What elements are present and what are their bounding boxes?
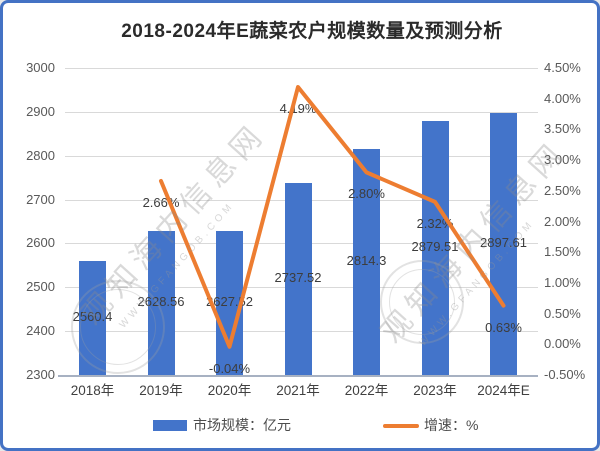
growth-line-layer bbox=[159, 85, 506, 349]
y-axis-tick-right: 3.50% bbox=[544, 121, 581, 137]
y-axis-tick-right: 0.00% bbox=[544, 336, 581, 352]
y-axis-tick-right: 4.00% bbox=[544, 90, 581, 106]
x-axis-label-2019年: 2019年 bbox=[139, 383, 183, 398]
bar-value-label: 2628.56 bbox=[137, 293, 185, 309]
line-value-label: 2.32% bbox=[416, 215, 454, 231]
y-axis-tick-left: 2900 bbox=[26, 103, 55, 119]
y-axis-tick-right: 0.50% bbox=[544, 305, 581, 321]
y-axis-tick-left: 3000 bbox=[26, 60, 55, 75]
legend-growth-swatch bbox=[383, 424, 419, 428]
bar-2022年 bbox=[353, 149, 380, 375]
y-axis-tick-left: 2800 bbox=[26, 147, 55, 163]
bar-value-label: 2814.3 bbox=[346, 253, 387, 269]
y-axis-tick-right: -0.50% bbox=[544, 367, 586, 382]
y-axis-tick-right: 1.50% bbox=[544, 244, 581, 260]
bar-value-label: 2897.61 bbox=[480, 234, 527, 250]
chart-title: 2018-2024年E蔬菜农户规模数量及预测分析 bbox=[121, 21, 503, 42]
bar-value-label: 2879.51 bbox=[411, 238, 459, 254]
y-axis-tick-left: 2400 bbox=[26, 323, 55, 339]
y-axis-tick-left: 2600 bbox=[26, 235, 55, 251]
x-axis-label-2020年: 2020年 bbox=[207, 383, 252, 398]
gridline bbox=[65, 111, 538, 113]
y-axis-tick-left: 2500 bbox=[26, 279, 55, 295]
y-axis-tick-right: 1.00% bbox=[544, 274, 581, 290]
x-axis-line bbox=[58, 375, 538, 377]
bar-2019年 bbox=[147, 230, 175, 375]
bar-value-label: 2737.52 bbox=[274, 270, 322, 286]
gridline bbox=[65, 155, 538, 157]
bar-value-label: 2560.4 bbox=[72, 308, 113, 324]
legend-market-swatch bbox=[153, 420, 187, 431]
legend-market-label: 市场规模：亿元 bbox=[193, 417, 291, 433]
x-axis-label-2023年: 2023年 bbox=[413, 383, 457, 398]
y-axis-tick-right: 2.00% bbox=[544, 213, 581, 229]
line-value-label: -0.04% bbox=[208, 360, 251, 376]
line-value-label: 0.63% bbox=[485, 319, 522, 335]
x-axis-label-2021年: 2021年 bbox=[276, 383, 320, 398]
x-axis-label-2024年E: 2024年E bbox=[477, 383, 530, 398]
gridline bbox=[65, 68, 538, 69]
y-axis-tick-left: 2300 bbox=[26, 367, 55, 382]
y-axis-tick-right: 3.00% bbox=[544, 152, 581, 168]
legend-growth-label: 增速：% bbox=[424, 417, 479, 433]
bar-2018年 bbox=[79, 260, 106, 375]
y-axis-tick-right: 2.50% bbox=[544, 182, 581, 198]
y-axis-tick-left: 2700 bbox=[26, 191, 55, 207]
bar-2021年 bbox=[284, 183, 312, 375]
y-axis-tick-right: 4.50% bbox=[544, 60, 581, 75]
line-value-label: 2.80% bbox=[348, 186, 385, 202]
bar-2020年 bbox=[216, 231, 243, 375]
bar-2024年E bbox=[490, 112, 517, 375]
bar-2023年 bbox=[421, 120, 449, 375]
x-axis-label-2022年: 2022年 bbox=[344, 383, 389, 398]
line-value-label: 4.19% bbox=[279, 101, 317, 117]
growth-line bbox=[159, 85, 506, 349]
x-axis-label-2018年: 2018年 bbox=[70, 383, 115, 398]
